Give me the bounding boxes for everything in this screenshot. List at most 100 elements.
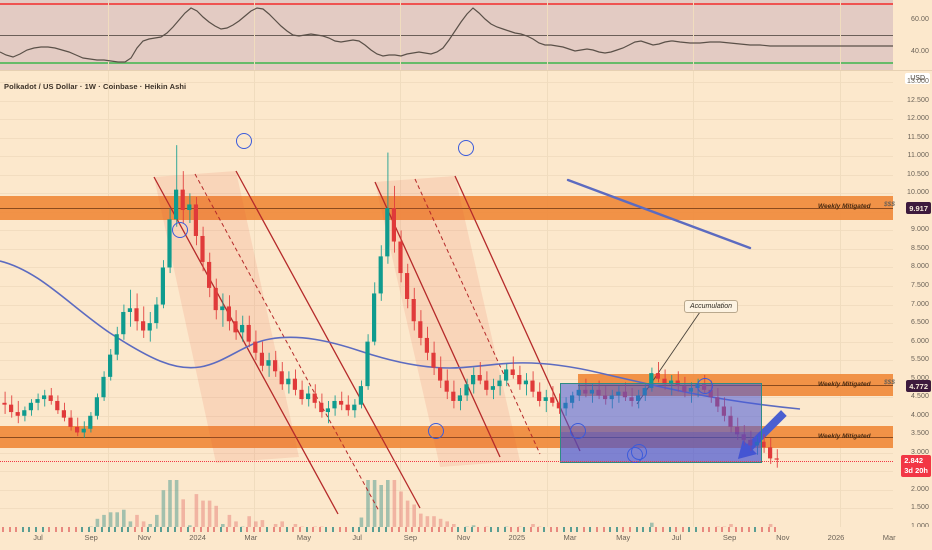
candle-body	[299, 389, 304, 400]
time-axis[interactable]: Jul Sep Nov 2024 Mar May Jul Sep Nov 2025 Mar May Ju…	[0, 527, 932, 550]
price-chart-pane[interactable]: Weekly Mitigated Weekly Mitigated Weekly…	[0, 71, 893, 550]
time-tick-mark	[761, 527, 763, 532]
candle-body	[649, 373, 654, 388]
swing-circle-7[interactable]	[697, 378, 713, 394]
swing-circle-5[interactable]	[570, 423, 586, 439]
candle-body	[167, 219, 172, 268]
time-tick-mark	[266, 527, 268, 532]
rsi-axis[interactable]: 60.00 40.00	[893, 0, 932, 70]
last-price-value: 2.842	[904, 456, 924, 465]
time-tick-mark	[417, 527, 420, 532]
time-tick-mark	[721, 527, 724, 532]
chart-legend-title[interactable]: Polkadot / US Dollar · 1W · Coinbase · H…	[4, 82, 187, 91]
time-tick: May	[616, 533, 631, 542]
time-tick-mark	[576, 527, 579, 532]
swing-circle-3[interactable]	[458, 140, 474, 156]
price-tick: 1.500	[910, 504, 929, 512]
price-tick: 4.000	[910, 411, 929, 419]
volume-bar	[379, 485, 383, 550]
time-tick-mark	[127, 527, 130, 532]
candle-body	[352, 404, 357, 411]
time-tick-mark	[675, 527, 678, 532]
zone-upper-line	[0, 208, 893, 209]
accumulation-rectangle[interactable]	[560, 383, 762, 463]
volume-bar	[372, 480, 377, 550]
chart-drawings[interactable]	[0, 71, 893, 550]
time-tick-mark	[549, 527, 552, 532]
candle-body	[88, 415, 93, 429]
candle-body	[378, 256, 383, 294]
candle-body	[233, 321, 238, 333]
time-tick-mark	[48, 527, 51, 532]
time-tick-mark	[120, 527, 123, 532]
time-tick: Nov	[456, 533, 471, 542]
candle-body	[61, 410, 66, 418]
accumulation-label[interactable]: Accumulation	[684, 300, 739, 313]
gridline	[0, 452, 893, 454]
candle-body	[431, 352, 436, 368]
gridline	[0, 82, 893, 84]
price-tick: 11.500	[907, 133, 929, 141]
candle-body	[81, 428, 86, 433]
time-tick-mark	[81, 527, 84, 532]
rsi-oversold-line	[0, 62, 893, 64]
candle-body	[438, 367, 443, 381]
time-tick-mark	[325, 527, 328, 532]
swing-circle-4[interactable]	[428, 423, 444, 439]
time-tick-mark	[153, 527, 156, 532]
candle-body	[550, 397, 555, 403]
level-badge-mid[interactable]: 4.772	[906, 380, 931, 392]
candle-body	[761, 441, 766, 448]
candle-body	[193, 204, 198, 236]
candle-body	[154, 304, 159, 324]
time-tick: 2026	[827, 533, 845, 542]
time-tick-mark	[15, 527, 18, 532]
candle-body	[187, 204, 192, 211]
time-tick-mark	[457, 527, 460, 532]
price-tick: 6.500	[910, 319, 929, 327]
time-tick-mark	[681, 527, 684, 532]
candle-body	[319, 402, 324, 413]
price-tick: 12.000	[906, 115, 929, 123]
time-tick-mark	[754, 527, 757, 532]
candle-body	[530, 380, 535, 392]
candle-body	[273, 360, 278, 372]
time-tick-mark	[167, 527, 169, 532]
last-price-badge[interactable]: 2.842 3d 20h	[901, 455, 931, 477]
gridline	[0, 360, 893, 362]
time-tick-mark	[101, 527, 103, 532]
candle-body	[279, 371, 284, 385]
rsi-tick-40: 40.00	[910, 48, 929, 55]
time-tick: 2025	[508, 533, 526, 542]
rsi-indicator-pane[interactable]	[0, 0, 893, 70]
last-price-line	[0, 461, 893, 462]
time-tick-mark	[708, 527, 711, 532]
candle-series[interactable]	[2, 145, 779, 468]
time-tick-mark	[371, 527, 374, 532]
price-axis[interactable]: USD 13.000 12.500 12.000 11.500 11.000 10.500…	[893, 71, 932, 530]
swing-circle-2[interactable]	[236, 133, 252, 149]
time-tick-mark	[345, 527, 348, 532]
volume-bar	[366, 480, 370, 550]
time-tick-mark	[622, 527, 625, 532]
volume-bar	[207, 500, 212, 550]
time-tick: Jul	[33, 533, 43, 542]
price-tick: 9.000	[910, 226, 929, 234]
candle-body	[457, 395, 462, 401]
time-tick-mark	[35, 527, 37, 532]
candle-body	[200, 235, 205, 262]
candle-body	[365, 341, 370, 387]
time-tick-mark	[398, 527, 400, 532]
price-tick: 2.000	[910, 485, 929, 493]
level-badge-upper[interactable]: 9.917	[906, 202, 931, 214]
time-tick-mark	[292, 527, 295, 532]
time-tick-mark	[609, 527, 612, 532]
candle-body	[372, 293, 377, 342]
time-tick-mark	[61, 527, 64, 532]
swing-circle-1[interactable]	[172, 222, 188, 238]
time-tick-mark	[483, 527, 486, 532]
candle-body	[332, 400, 337, 409]
swing-circle-8[interactable]	[631, 444, 647, 460]
time-tick-mark	[186, 527, 189, 532]
